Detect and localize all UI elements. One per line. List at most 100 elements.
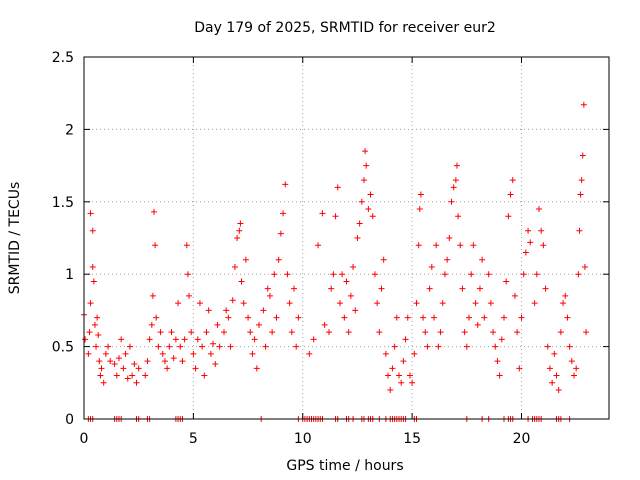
plot-frame bbox=[83, 56, 610, 420]
data-point bbox=[426, 285, 433, 292]
data-point bbox=[196, 300, 203, 307]
data-point bbox=[116, 355, 122, 362]
data-point bbox=[527, 239, 534, 246]
data-point bbox=[461, 329, 468, 336]
data-point bbox=[142, 372, 149, 379]
data-point bbox=[415, 242, 422, 249]
data-point bbox=[542, 285, 549, 292]
data-point bbox=[374, 300, 381, 307]
data-point bbox=[396, 372, 402, 379]
data-point bbox=[446, 235, 453, 241]
data-point bbox=[231, 263, 238, 270]
data-point bbox=[186, 292, 192, 299]
data-point bbox=[95, 332, 102, 339]
data-point bbox=[580, 101, 587, 108]
data-point bbox=[199, 343, 206, 350]
y-tick-label: 0.5 bbox=[52, 340, 74, 356]
data-point bbox=[93, 343, 100, 350]
data-point bbox=[168, 329, 175, 336]
data-point bbox=[266, 292, 273, 299]
data-point bbox=[234, 235, 241, 241]
data-point bbox=[583, 329, 590, 336]
data-point bbox=[212, 360, 219, 367]
data-point bbox=[378, 285, 385, 292]
data-point bbox=[576, 227, 583, 234]
data-point bbox=[389, 365, 396, 372]
data-point bbox=[444, 256, 451, 263]
data-point bbox=[481, 314, 488, 321]
data-point bbox=[85, 350, 92, 357]
data-point bbox=[350, 263, 357, 270]
data-point bbox=[361, 177, 367, 184]
data-point bbox=[238, 278, 245, 285]
data-point bbox=[448, 198, 455, 205]
data-point bbox=[573, 365, 580, 372]
data-point bbox=[356, 220, 363, 227]
data-point bbox=[282, 181, 289, 188]
data-point bbox=[144, 358, 151, 365]
data-point bbox=[398, 379, 405, 386]
y-tick-label: 2 bbox=[65, 122, 74, 138]
data-point bbox=[490, 329, 497, 336]
data-point bbox=[264, 285, 271, 292]
data-point bbox=[260, 307, 267, 314]
data-point bbox=[87, 300, 94, 307]
x-tick-label: 20 bbox=[513, 431, 531, 447]
data-point bbox=[339, 271, 346, 278]
data-point bbox=[358, 198, 365, 205]
data-point bbox=[578, 177, 585, 184]
data-point bbox=[192, 365, 199, 372]
data-point bbox=[82, 336, 89, 343]
data-point bbox=[227, 343, 234, 350]
data-point bbox=[420, 314, 427, 321]
data-point bbox=[544, 343, 551, 350]
data-point bbox=[428, 263, 435, 270]
data-point bbox=[288, 329, 295, 336]
data-point bbox=[229, 297, 236, 304]
data-point bbox=[315, 242, 322, 249]
chart-title: Day 179 of 2025, SRMTID for receiver eur… bbox=[194, 20, 496, 36]
data-point bbox=[581, 263, 588, 270]
data-point bbox=[503, 278, 510, 285]
data-point bbox=[538, 227, 545, 234]
data-point bbox=[293, 343, 300, 350]
data-point bbox=[135, 365, 142, 372]
data-point bbox=[433, 242, 440, 249]
data-point bbox=[319, 210, 326, 217]
data-point bbox=[249, 350, 256, 357]
data-point bbox=[118, 336, 125, 343]
data-point bbox=[404, 314, 411, 321]
data-point bbox=[245, 314, 252, 321]
data-point bbox=[487, 300, 494, 307]
data-point bbox=[146, 336, 153, 343]
data-point bbox=[371, 271, 378, 278]
data-point bbox=[194, 336, 201, 343]
data-point bbox=[470, 242, 477, 249]
data-point bbox=[492, 343, 499, 350]
data-point bbox=[273, 314, 280, 321]
data-points bbox=[81, 101, 590, 422]
data-point bbox=[280, 210, 287, 217]
data-point bbox=[253, 365, 260, 372]
y-axis-label: SRMTID / TECUs bbox=[7, 182, 23, 295]
data-point bbox=[152, 242, 159, 249]
data-point bbox=[131, 360, 138, 367]
data-point bbox=[334, 184, 341, 191]
data-point bbox=[501, 314, 507, 321]
data-point bbox=[166, 343, 173, 350]
data-point bbox=[485, 271, 492, 278]
data-point bbox=[341, 314, 348, 321]
data-point bbox=[223, 307, 230, 314]
data-point bbox=[221, 329, 227, 336]
data-point bbox=[516, 365, 523, 372]
data-point bbox=[277, 230, 284, 237]
data-point bbox=[184, 271, 191, 278]
data-point bbox=[210, 340, 217, 347]
data-point bbox=[90, 278, 97, 285]
data-point bbox=[256, 321, 262, 328]
data-point bbox=[181, 336, 188, 343]
data-point bbox=[188, 329, 195, 336]
data-point bbox=[203, 329, 210, 336]
x-tick-label: 0 bbox=[80, 431, 89, 447]
data-point bbox=[431, 314, 437, 321]
